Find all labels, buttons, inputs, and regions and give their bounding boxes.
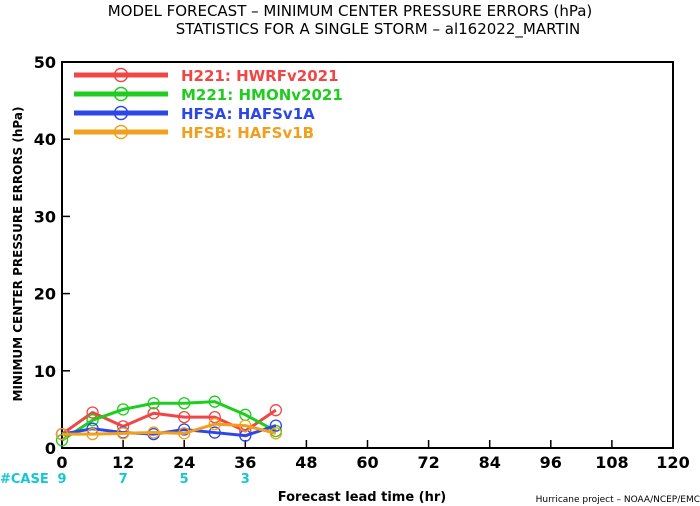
series-point [239, 429, 252, 442]
series-point [116, 427, 130, 440]
x-tick-label: 84 [479, 453, 501, 472]
x-tick-label: 12 [112, 453, 134, 472]
series-point [147, 426, 160, 439]
case-counts: #CASE 9 7 5 3 [0, 472, 250, 487]
series-point [178, 397, 191, 410]
x-axis: 0 12 24 36 48 60 72 84 96 108 120 [56, 440, 690, 472]
y-tick-label: 20 [34, 285, 56, 304]
legend-marker [113, 67, 129, 83]
series-point [178, 427, 191, 440]
x-tick-label: 36 [234, 453, 256, 472]
plot-series [55, 395, 283, 447]
legend-label: HFSB: HAFSv1B [181, 124, 314, 142]
credit-text: Hurricane project – NOAA/NCEP/EMC [536, 495, 700, 505]
series-point [178, 423, 191, 436]
case-count: 3 [241, 472, 250, 487]
x-tick-label: 24 [173, 453, 195, 472]
x-tick-label: 48 [295, 453, 317, 472]
y-axis: 0 10 20 30 40 50 [34, 53, 70, 458]
chart-subtitle: STATISTICS FOR A SINGLE STORM – al162022… [176, 20, 580, 39]
series-point [147, 407, 160, 420]
case-count: 7 [119, 472, 128, 487]
series-point [269, 404, 283, 417]
x-tick-label: 60 [356, 453, 378, 472]
series-point [269, 419, 283, 432]
series-point [116, 403, 130, 416]
y-tick-label: 50 [34, 53, 56, 72]
legend-label: HFSA: HAFSv1A [181, 105, 315, 123]
series-point [208, 395, 221, 408]
chart-title: MODEL FORECAST – MINIMUM CENTER PRESSURE… [108, 2, 593, 20]
series-point [55, 427, 69, 441]
x-tick-label: 108 [595, 453, 628, 472]
legend-label: M221: HMONv2021 [181, 86, 343, 104]
legend-marker [113, 124, 129, 140]
series-point [86, 414, 99, 427]
series-point [86, 427, 99, 441]
series-point [269, 427, 283, 440]
y-tick-label: 30 [34, 207, 56, 226]
x-tick-label: 96 [540, 453, 562, 472]
legend-marker [113, 105, 129, 121]
series-point [178, 410, 191, 424]
y-tick-label: 0 [45, 439, 56, 458]
x-axis-label: Forecast lead time (hr) [278, 490, 446, 505]
case-count: 9 [57, 472, 66, 487]
legend-marker [113, 86, 129, 102]
y-axis-label: MINIMUM CENTER PRESSURE ERRORS (hPa) [11, 107, 25, 402]
legend-label: H221: HWRFv2021 [181, 67, 339, 85]
series-point [147, 397, 160, 410]
x-tick-label: 0 [56, 453, 67, 472]
x-tick-label: 120 [656, 453, 689, 472]
x-tick-label: 72 [417, 453, 439, 472]
case-count-label: #CASE [0, 472, 49, 487]
series-point [208, 417, 221, 431]
series-point [239, 419, 252, 432]
case-count: 5 [180, 472, 189, 487]
y-tick-label: 10 [34, 362, 56, 381]
series-point [208, 426, 221, 439]
series-point [86, 406, 99, 419]
y-tick-label: 40 [34, 130, 56, 149]
plot-frame [61, 61, 674, 449]
